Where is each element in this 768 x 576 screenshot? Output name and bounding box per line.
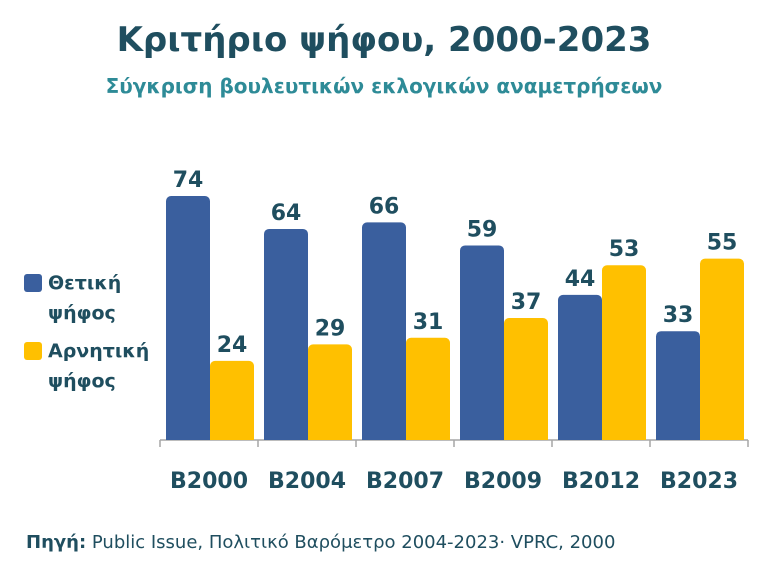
bar-negative-B2009	[504, 318, 548, 440]
data-label-negative-B2012: 53	[609, 237, 640, 262]
bar-positive-B2023	[656, 331, 700, 440]
source-note: Πηγή: Public Issue, Πολιτικό Βαρόμετρο 2…	[26, 532, 615, 553]
data-label-negative-B2009: 37	[511, 290, 542, 315]
legend: Θετική ψήφος Αρνητική ψήφος	[24, 268, 158, 404]
bar-positive-B2007	[362, 222, 406, 440]
data-label-negative-B2000: 24	[217, 333, 248, 358]
legend-item-negative: Αρνητική ψήφος	[24, 336, 158, 396]
legend-label-negative: Αρνητική ψήφος	[48, 340, 150, 392]
legend-label-positive: Θετική ψήφος	[48, 272, 122, 324]
legend-swatch-positive	[24, 274, 42, 292]
x-tick-label-B2004: B2004	[268, 469, 346, 494]
bar-base-negative-B2023	[700, 434, 744, 440]
source-label: Πηγή:	[26, 532, 87, 553]
x-tick-label-B2009: B2009	[464, 469, 542, 494]
data-label-negative-B2004: 29	[315, 316, 346, 341]
x-tick-label-B2023: B2023	[660, 469, 738, 494]
data-label-positive-B2009: 59	[467, 217, 498, 242]
bar-positive-B2009	[460, 245, 504, 440]
bar-base-positive-B2012	[558, 434, 602, 440]
bar-positive-B2012	[558, 294, 602, 440]
bar-base-negative-B2012	[602, 434, 646, 440]
bar-negative-B2023	[700, 258, 744, 440]
chart-subtitle: Σύγκριση βουλευτικών εκλογικών αναμετρήσ…	[105, 74, 663, 98]
data-label-positive-B2012: 44	[565, 267, 596, 292]
data-label-positive-B2007: 66	[369, 194, 400, 219]
source-text: Public Issue, Πολιτικό Βαρόμετρο 2004-20…	[86, 532, 616, 553]
x-tick-label-B2000: B2000	[170, 469, 248, 494]
bar-base-positive-B2023	[656, 434, 700, 440]
bar-negative-B2007	[406, 337, 450, 440]
bar-base-positive-B2007	[362, 434, 406, 440]
bar-positive-B2000	[166, 196, 210, 440]
data-label-positive-B2023: 33	[663, 303, 694, 328]
bar-base-negative-B2000	[210, 434, 254, 440]
x-tick-label-B2007: B2007	[366, 469, 444, 494]
bar-base-negative-B2007	[406, 434, 450, 440]
bar-negative-B2000	[210, 360, 254, 440]
data-label-negative-B2007: 31	[413, 310, 444, 335]
bar-base-negative-B2004	[308, 434, 352, 440]
bar-base-positive-B2009	[460, 434, 504, 440]
x-tick-label-B2012: B2012	[562, 469, 640, 494]
bar-base-positive-B2000	[166, 434, 210, 440]
bar-base-positive-B2004	[264, 434, 308, 440]
data-label-positive-B2004: 64	[271, 201, 302, 226]
legend-item-positive: Θετική ψήφος	[24, 268, 158, 328]
data-label-negative-B2023: 55	[707, 231, 738, 256]
legend-swatch-negative	[24, 342, 42, 360]
data-label-positive-B2000: 74	[173, 168, 204, 193]
bar-base-negative-B2009	[504, 434, 548, 440]
bar-positive-B2004	[264, 228, 308, 440]
chart-title: Κριτήριο ψήφου, 2000-2023	[116, 20, 652, 60]
bar-negative-B2004	[308, 344, 352, 440]
bar-negative-B2012	[602, 265, 646, 440]
